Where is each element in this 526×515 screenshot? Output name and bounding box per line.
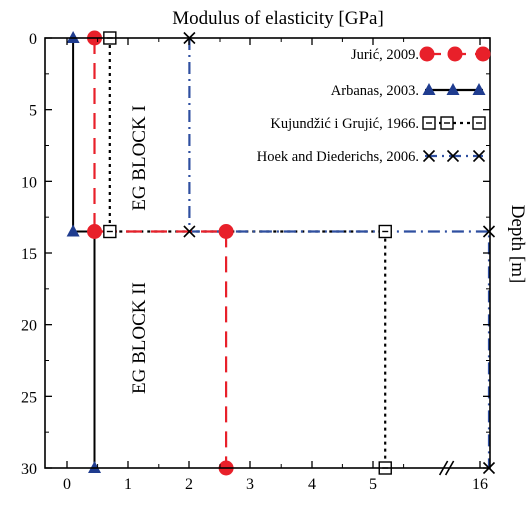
data-point (66, 31, 80, 43)
data-point-marker (472, 149, 486, 163)
y-axis-label: Depth [m] (507, 205, 526, 284)
data-point (472, 116, 486, 130)
y-tick-label: 30 (21, 461, 37, 478)
data-point-marker (446, 149, 460, 163)
data-point-marker (183, 225, 196, 238)
y-tick-label: 0 (29, 31, 37, 48)
data-point (88, 461, 102, 473)
data-point (422, 83, 436, 95)
data-point (446, 149, 460, 163)
legend-item: Arbanas, 2003. (331, 83, 486, 99)
data-point-marker (218, 224, 234, 239)
data-point (472, 149, 486, 163)
series-3 (188, 38, 491, 468)
data-point (422, 149, 436, 163)
x-tick-label: 1 (124, 476, 132, 493)
y-tick-label: 25 (21, 389, 37, 406)
legend: Jurić, 2009. Arbanas, 2003. Kujundžić i Gr… (257, 46, 491, 165)
legend-label: Arbanas, 2003. (331, 83, 419, 99)
data-point (378, 224, 392, 239)
y-tick-label: 10 (21, 174, 37, 191)
data-point (103, 224, 117, 239)
axis-break-slash (438, 460, 449, 476)
data-point (66, 224, 80, 237)
legend-item: Hoek and Diederichs, 2006. (257, 149, 486, 165)
series-layer (66, 30, 496, 476)
data-point-marker (422, 149, 436, 163)
data-point-marker (422, 83, 436, 95)
y-tick-label: 15 (21, 246, 37, 263)
series-line (108, 38, 387, 468)
x-tick-label: 2 (185, 476, 193, 493)
data-point (472, 83, 486, 95)
series-line (93, 38, 228, 468)
series-markers-0 (87, 30, 234, 476)
data-point-marker (88, 461, 102, 473)
data-point (422, 116, 436, 130)
data-point-marker (472, 83, 486, 95)
legend-label: Kujundžić i Grujić, 1966. (270, 116, 419, 132)
data-point-marker (446, 83, 460, 95)
data-point (440, 116, 454, 130)
data-point (447, 46, 463, 62)
axes-layer: 0 1 2 3 4 5 16 0 5 10 15 20 25 30 (21, 31, 491, 493)
legend-label: Hoek and Diederichs, 2006. (257, 149, 419, 165)
data-point-marker (475, 46, 491, 62)
axis-break-slash (444, 460, 455, 476)
data-point (87, 224, 103, 239)
y-tick-label: 20 (21, 318, 37, 335)
series-line (72, 38, 96, 468)
data-point-marker (87, 224, 103, 239)
data-point-marker (482, 225, 496, 238)
chart-title: Modulus of elasticity [GPa] (172, 8, 384, 29)
data-point (446, 83, 460, 95)
data-point (482, 225, 496, 238)
block-label-1: EG BLOCK I (129, 105, 150, 211)
x-tick-label: 16 (472, 476, 488, 493)
data-point-marker (66, 31, 80, 43)
x-tick-label: 4 (308, 476, 316, 493)
y-tick-label: 5 (29, 103, 37, 120)
data-point (475, 46, 491, 62)
series-line (188, 38, 491, 468)
legend-item: Jurić, 2009. (351, 46, 491, 63)
data-point-marker (419, 46, 435, 62)
x-tick-label: 3 (246, 476, 254, 493)
data-point-marker (447, 46, 463, 62)
series-markers-1 (66, 31, 102, 473)
data-point (419, 46, 435, 62)
data-point (218, 224, 234, 239)
x-axis-break (438, 460, 455, 476)
series-1 (72, 38, 96, 468)
data-point-marker (66, 224, 80, 237)
block-label-2: EG BLOCK II (129, 282, 150, 394)
legend-item: Kujundžić i Grujić, 1966. (270, 116, 486, 132)
x-tick-label: 5 (369, 476, 377, 493)
series-2 (108, 38, 387, 468)
data-point (183, 225, 196, 238)
series-0 (93, 38, 228, 468)
x-tick-label: 0 (63, 476, 71, 493)
legend-label: Jurić, 2009. (351, 47, 419, 63)
plot-frame (44, 37, 491, 469)
